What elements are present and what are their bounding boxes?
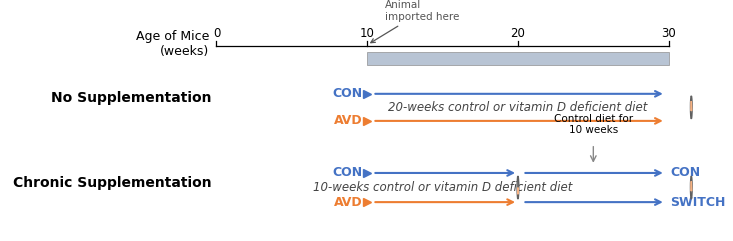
- Text: CON: CON: [333, 167, 363, 180]
- Text: 20: 20: [510, 27, 526, 40]
- Circle shape: [517, 176, 519, 199]
- Text: 0: 0: [213, 27, 220, 40]
- Text: Chronic Supplementation: Chronic Supplementation: [13, 176, 212, 190]
- Polygon shape: [690, 101, 692, 111]
- FancyBboxPatch shape: [367, 52, 668, 65]
- Text: Animal
imported here: Animal imported here: [371, 0, 460, 43]
- Text: 10-weeks control or vitamin D deficient diet: 10-weeks control or vitamin D deficient …: [313, 181, 572, 194]
- Text: 10: 10: [360, 27, 375, 40]
- Text: 20-weeks control or vitamin D deficient diet: 20-weeks control or vitamin D deficient …: [388, 101, 648, 114]
- Text: CON: CON: [670, 167, 700, 180]
- Text: 30: 30: [661, 27, 676, 40]
- Circle shape: [690, 176, 692, 199]
- Polygon shape: [690, 181, 692, 191]
- Circle shape: [690, 96, 692, 119]
- Text: No Supplementation: No Supplementation: [51, 91, 212, 105]
- Text: AVD: AVD: [334, 196, 363, 209]
- Text: AVD: AVD: [334, 114, 363, 127]
- Text: Age of Mice
(weeks): Age of Mice (weeks): [136, 30, 209, 58]
- Text: CON: CON: [333, 87, 363, 100]
- Text: Control diet for
10 weeks: Control diet for 10 weeks: [553, 114, 633, 135]
- Text: SWITCH: SWITCH: [670, 196, 726, 209]
